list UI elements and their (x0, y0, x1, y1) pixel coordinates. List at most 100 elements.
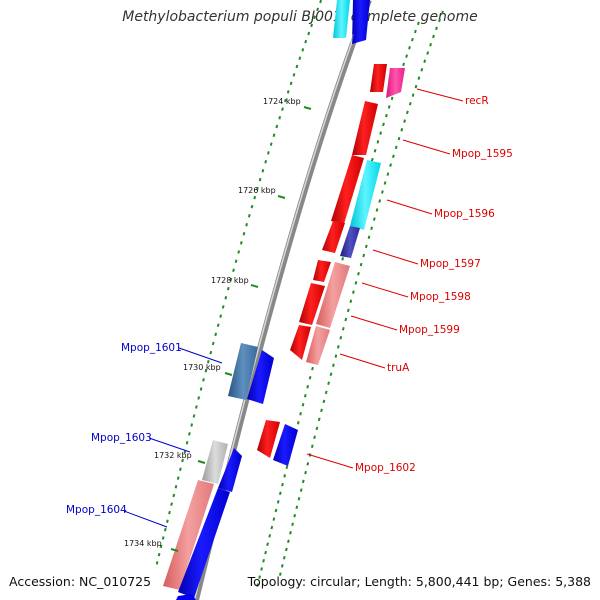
tick-mark (414, 29, 417, 34)
tick-mark (267, 151, 270, 155)
tick-mark (232, 268, 235, 273)
tick-mark (272, 133, 276, 138)
tick-mark (364, 244, 368, 249)
tick-mark (438, 18, 441, 23)
tick-mark (268, 534, 272, 538)
tick-mark (281, 107, 284, 111)
tick-mark (397, 136, 401, 141)
gene-label-Mpop_1597[interactable]: Mpop_1597 (420, 258, 481, 270)
gene-label-Mpop_1598[interactable]: Mpop_1598 (410, 291, 471, 303)
gene-top-partial (333, 0, 370, 44)
gene-label-truA[interactable]: truA (387, 362, 410, 374)
tick-mark (336, 345, 340, 349)
tick-mark (269, 142, 273, 146)
tick-mark (284, 98, 287, 103)
tick-mark (258, 575, 261, 579)
tick-mark (313, 15, 316, 20)
gene-label-Mpop_1602[interactable]: Mpop_1602 (355, 462, 416, 474)
tick-mark (299, 412, 302, 416)
tick-mark (392, 154, 395, 158)
gene-label-Mpop_1601[interactable]: Mpop_1601 (121, 342, 182, 354)
tick-mark (211, 341, 215, 346)
tick-mark (168, 510, 171, 515)
tick-mark (197, 396, 201, 400)
tick-mark (170, 502, 173, 506)
third-tick-ring (278, 10, 444, 576)
tick-mark (324, 390, 328, 395)
tick-mark (359, 262, 363, 267)
tick-mark (295, 64, 299, 69)
tick-mark (390, 96, 394, 101)
tick-mark (313, 435, 316, 440)
tick-mark (334, 354, 338, 358)
tick-mark (185, 441, 189, 445)
tick-mark (332, 363, 335, 367)
tick-mark (376, 140, 380, 144)
tick-mark (281, 482, 284, 487)
tick-mark (327, 381, 330, 386)
tick-mark (367, 235, 371, 239)
tick-mark (432, 34, 435, 39)
gene-Mpop_1597-shape (322, 221, 360, 258)
tick-mark (261, 168, 265, 173)
tick-mark (339, 336, 343, 340)
tick-mark (245, 222, 248, 227)
tick-mark (362, 253, 366, 258)
tick-mark (247, 213, 251, 218)
tick-mark (354, 281, 358, 285)
tick-mark (176, 476, 180, 480)
tick-mark (226, 286, 230, 291)
gene-Mpop_1603-shape (202, 440, 242, 492)
tick-mark (270, 525, 274, 530)
gene-Mpop_1601-shape (228, 343, 274, 404)
tick-mark (341, 326, 345, 331)
accession-label: Accession: NC_010725 (9, 574, 152, 589)
tick-mark (389, 163, 392, 167)
tick-mark (285, 465, 289, 469)
tick-label: 1728 kbp (211, 276, 249, 285)
tick-mark (299, 488, 303, 492)
tick-mark (282, 555, 286, 560)
tick-mark (310, 444, 314, 448)
tick-mark (315, 426, 319, 431)
tick-mark (370, 226, 373, 230)
tick-mark (209, 350, 213, 355)
kbp-tick-marks (170, 106, 312, 552)
tick-mark (219, 314, 223, 318)
tick-mark (278, 116, 282, 120)
tick-mark (291, 522, 294, 527)
tick-mark (375, 208, 379, 212)
gene-label-Mpop_1596[interactable]: Mpop_1596 (434, 208, 495, 220)
tick-mark (408, 101, 412, 106)
tick-mark (276, 500, 280, 504)
tick-label: 1726 kbp (238, 186, 276, 195)
tick-mark (403, 119, 406, 123)
tick-mark (379, 131, 383, 135)
tick-label: 1732 kbp (154, 451, 192, 460)
gene-label-Mpop_1604[interactable]: Mpop_1604 (66, 504, 127, 516)
tick-mark (357, 272, 360, 276)
tick-mark (383, 181, 387, 185)
gene-label-Mpop_1603[interactable]: Mpop_1603 (91, 432, 152, 444)
gene-label-Mpop_1595[interactable]: Mpop_1595 (452, 148, 513, 160)
tick-mark (262, 559, 265, 563)
tick-mark (411, 37, 414, 42)
gene-label-Mpop_1599[interactable]: Mpop_1599 (399, 324, 460, 336)
tick-mark (385, 113, 388, 118)
tick-mark (329, 372, 333, 377)
tick-mark (250, 204, 254, 209)
tick-mark (316, 7, 319, 12)
tick-mark (322, 399, 326, 404)
tick-mark (301, 48, 305, 52)
gene-label-recR[interactable]: recR (465, 95, 489, 107)
tick-mark (221, 305, 225, 309)
tick-mark (237, 250, 241, 254)
tick-mark (161, 536, 165, 540)
tick-mark (292, 73, 296, 77)
tick-mark (372, 217, 376, 221)
tick-mark (386, 172, 390, 176)
gene-recR-shape (370, 64, 405, 98)
tick-mark (204, 369, 208, 373)
tick-mark (188, 432, 191, 436)
tick-mark (264, 550, 267, 555)
